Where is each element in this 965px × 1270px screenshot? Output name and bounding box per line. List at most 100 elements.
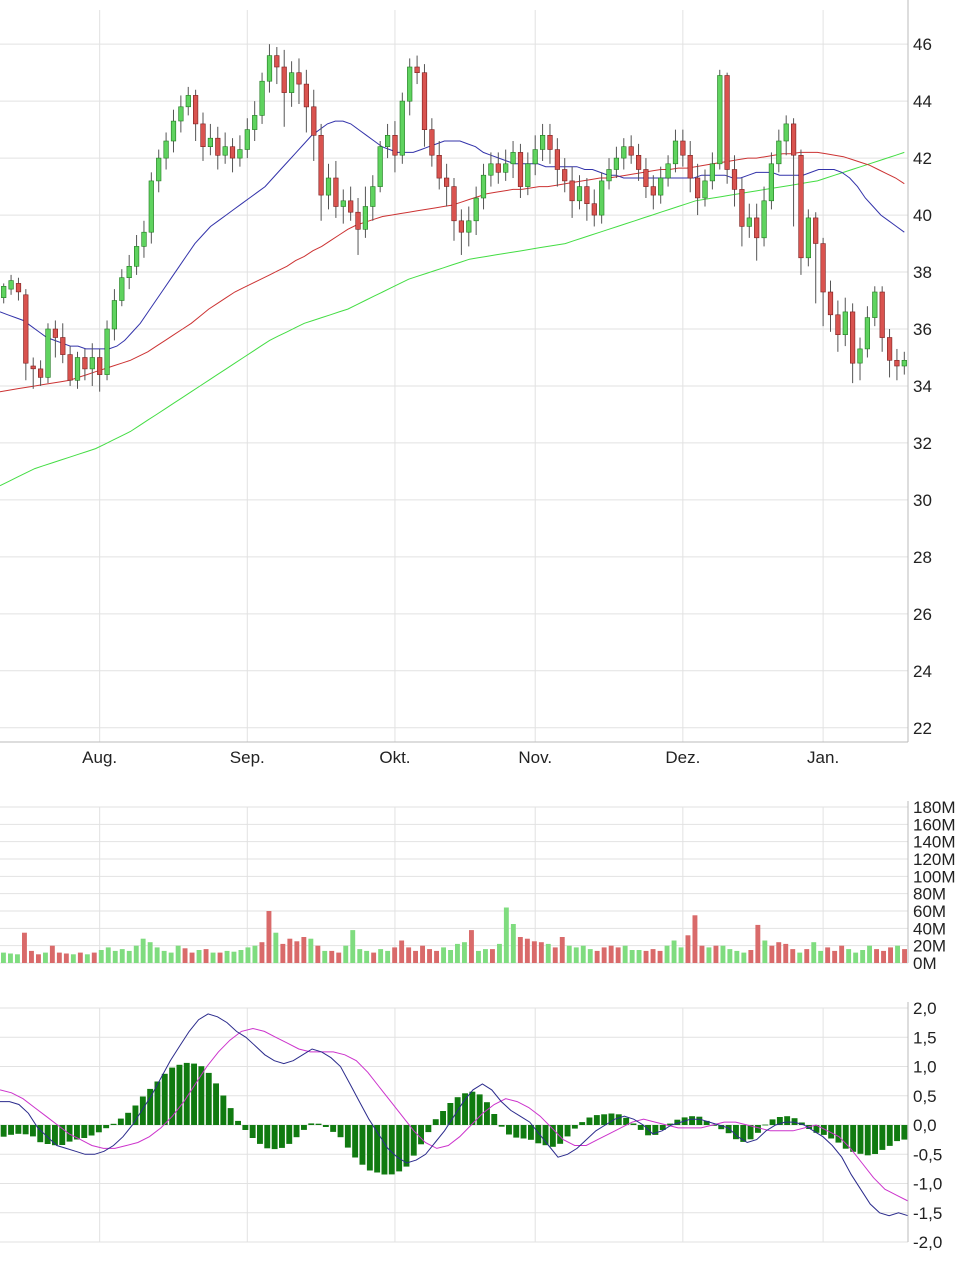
candle-up	[288, 72, 295, 93]
volume-bar	[413, 950, 418, 963]
volume-bar	[378, 949, 384, 963]
histogram-bar	[667, 1123, 673, 1125]
macd-tick-label: 2,0	[913, 999, 937, 1018]
histogram-bar	[330, 1125, 337, 1132]
histogram-bar	[388, 1125, 395, 1175]
volume-bar	[483, 949, 488, 963]
volume-bar	[231, 951, 237, 963]
candle-up	[532, 149, 538, 165]
histogram-bar	[249, 1125, 256, 1138]
candle-down	[894, 359, 900, 367]
histogram-bar	[549, 1125, 556, 1147]
candle-down	[680, 140, 686, 156]
candle-up	[776, 140, 782, 165]
volume-bar	[371, 952, 377, 963]
volume-bar	[517, 937, 523, 963]
volume-bar	[322, 950, 328, 963]
histogram-bar	[432, 1119, 439, 1125]
volume-bars	[1, 907, 907, 963]
histogram-bar	[601, 1114, 608, 1125]
volume-bar	[29, 950, 34, 963]
volume-bar	[406, 947, 412, 963]
price-tick-label: 30	[913, 491, 932, 510]
candle-up	[842, 311, 848, 335]
histogram-bar	[689, 1116, 695, 1125]
histogram-bar	[850, 1125, 857, 1152]
histogram-bar	[659, 1125, 666, 1130]
volume-bar	[224, 950, 230, 963]
volume-bar	[91, 952, 97, 963]
volume-bar	[713, 945, 719, 963]
volume-bar	[720, 945, 726, 963]
volume-bar	[545, 943, 551, 963]
histogram-bar	[571, 1125, 578, 1129]
volume-bar	[692, 915, 698, 963]
candle-down	[67, 354, 73, 381]
histogram-bar	[447, 1103, 454, 1125]
candle-up	[244, 129, 250, 150]
volume-tick-label: 160M	[913, 815, 956, 834]
volume-bar	[776, 942, 782, 963]
candle-down	[333, 177, 339, 207]
volume-bar	[839, 945, 845, 963]
volume-bar	[503, 907, 509, 963]
candle-up	[709, 163, 715, 182]
month-label: Okt.	[379, 748, 410, 767]
candle-down	[303, 83, 310, 108]
candle-up	[768, 163, 774, 202]
volume-bar	[706, 947, 712, 963]
candle-up	[362, 206, 369, 230]
volume-bar	[643, 950, 649, 963]
histogram-bar	[110, 1123, 117, 1125]
candle-down	[414, 66, 420, 73]
candle-down	[835, 314, 841, 335]
histogram-bar	[828, 1125, 835, 1139]
volume-bar	[462, 942, 467, 963]
volume-bar	[175, 945, 181, 963]
histogram-bar	[484, 1102, 490, 1125]
histogram-bar	[557, 1125, 564, 1144]
candle-up	[266, 55, 273, 82]
volume-bar	[70, 954, 76, 963]
histogram-bar	[637, 1125, 644, 1130]
moving-averages	[0, 120, 905, 487]
volume-bar	[832, 950, 838, 963]
candle-down	[281, 66, 287, 93]
price-tick-label: 46	[913, 35, 932, 54]
volume-bar	[161, 950, 167, 963]
candle-up	[761, 200, 767, 239]
candle-up	[503, 163, 509, 173]
volume-bar	[881, 950, 886, 963]
volume-bar	[552, 947, 558, 963]
volume-bar	[476, 950, 481, 963]
volume-bar	[769, 945, 775, 963]
candle-down	[451, 186, 457, 222]
histogram-bar	[820, 1125, 827, 1135]
candle-up	[340, 200, 346, 207]
histogram-bar	[30, 1125, 36, 1137]
candle-down	[443, 177, 450, 187]
volume-bar	[210, 952, 216, 963]
histogram-bar	[308, 1123, 315, 1125]
candle-down	[813, 217, 819, 244]
histogram-bar	[198, 1066, 205, 1125]
candle-down	[635, 155, 642, 170]
histogram-bar	[579, 1122, 586, 1125]
candle-up	[178, 106, 184, 122]
histogram-bar	[169, 1067, 176, 1125]
price-tick-label: 32	[913, 434, 932, 453]
candle-up	[207, 137, 214, 147]
candle-up	[222, 146, 228, 156]
histogram-bar	[425, 1125, 432, 1133]
candle-up	[237, 149, 243, 159]
volume-bar	[566, 945, 572, 963]
candle-up	[901, 359, 907, 367]
candle-down	[739, 189, 745, 227]
histogram-bar	[374, 1125, 381, 1173]
histogram-bar	[652, 1125, 659, 1135]
volume-bar	[427, 949, 432, 963]
histogram-bar	[293, 1125, 300, 1138]
volume-bar	[846, 949, 852, 963]
candle-down	[15, 283, 22, 293]
